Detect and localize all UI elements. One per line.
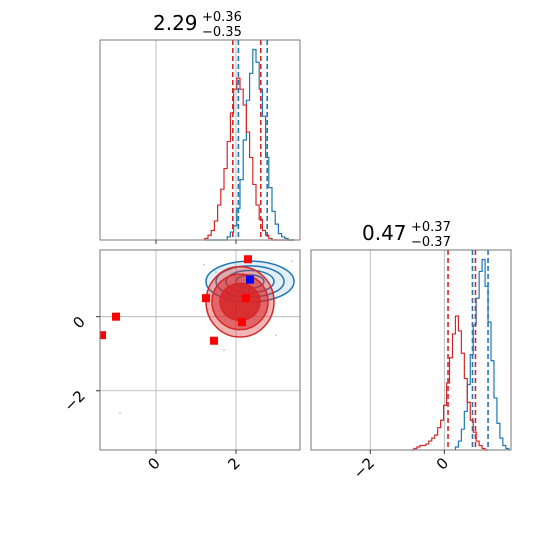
sample-point [223, 349, 225, 351]
hist-param-2-title-lower: −0.37 [411, 235, 451, 250]
x-tick-label: 2 [224, 454, 243, 473]
red-square-marker [244, 255, 252, 264]
sample-point [291, 260, 293, 263]
hist-param-1-title-upper: +0.36 [202, 10, 242, 25]
scatter-plot-area [100, 250, 300, 450]
hist-param-2-frame [310, 249, 512, 451]
red-square-marker [202, 294, 210, 303]
red-density-contour [219, 282, 261, 322]
histogram-step-series-1 [454, 258, 510, 450]
sample-point [275, 334, 277, 337]
hist-param-1-frame [99, 39, 301, 241]
sample-point [215, 271, 217, 274]
blue-square-marker [246, 275, 254, 284]
histogram-step-series-2 [204, 77, 295, 241]
scatter-2d-panel: 0 2 0 −2 [60, 249, 301, 474]
red-square-marker [112, 312, 120, 321]
histogram-step-series-1 [204, 48, 295, 241]
histogram-step-series-2 [411, 315, 489, 451]
hist-param-1-panel: 2.29 +0.36 −0.35 [99, 10, 301, 244]
sample-point [119, 411, 121, 414]
hist-param-1-title-lower: −0.35 [202, 25, 242, 40]
y-tick-label: −2 [60, 387, 88, 415]
x-tick-label: −2 [350, 454, 378, 482]
red-square-marker [242, 294, 250, 303]
red-square-marker [100, 331, 106, 340]
red-square-marker [238, 318, 246, 327]
x-tick-label: 0 [433, 454, 452, 473]
hist-param-2-title-upper: +0.37 [411, 220, 451, 235]
hist-param-2-panel: 0.47 +0.37 −0.37 −2 0 [310, 220, 512, 482]
y-tick-label: 0 [69, 313, 88, 332]
scatter-2d-frame [99, 249, 301, 451]
hist-param-2-title-value: 0.47 [362, 221, 407, 245]
x-tick-label: 0 [144, 454, 163, 473]
sample-point [203, 263, 205, 266]
red-square-marker [210, 336, 218, 345]
hist-param-1-title-value: 2.29 [153, 11, 198, 35]
